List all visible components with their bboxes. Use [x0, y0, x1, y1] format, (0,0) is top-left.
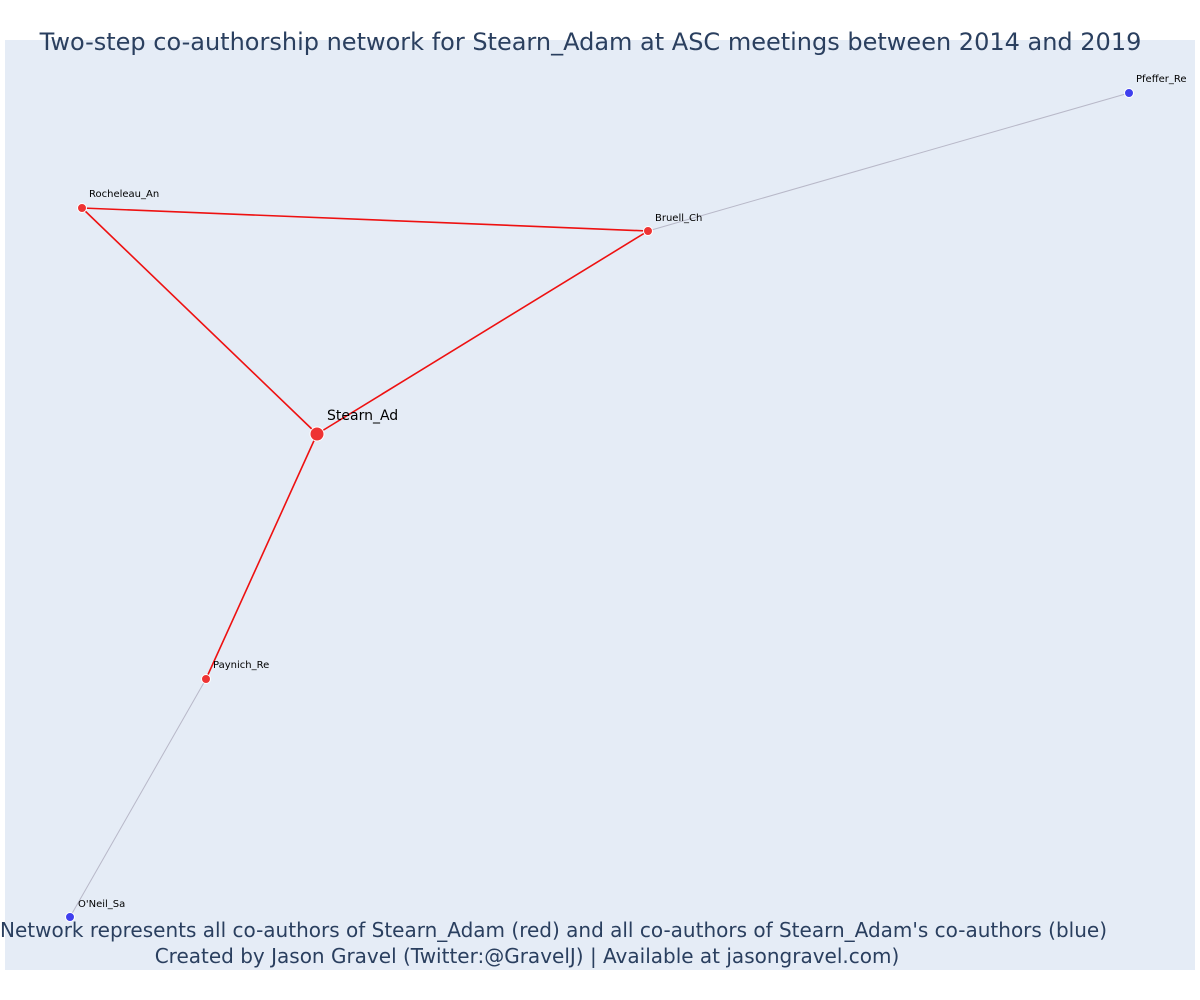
edge-bruell-ch-pfeffer-re [647, 92, 1130, 232]
node-o-neil-sa[interactable] [65, 912, 75, 922]
caption-line-1: Network represents all co-authors of Ste… [0, 918, 1108, 942]
node-pfeffer-re[interactable] [1124, 88, 1134, 98]
caption-line-2: Created by Jason Gravel (Twitter:@Gravel… [154, 944, 900, 968]
node-label-bruell-ch: Bruell_Ch [655, 213, 702, 224]
edge-stearn-ad-paynich-re [205, 433, 318, 680]
edges-layer [69, 92, 1130, 918]
node-rocheleau-an[interactable] [77, 203, 87, 213]
node-bruell-ch[interactable] [643, 226, 653, 236]
edge-stearn-ad-rocheleau-an [81, 207, 318, 435]
node-label-pfeffer-re: Pfeffer_Re [1136, 74, 1187, 85]
edge-rocheleau-an-bruell-ch [81, 207, 649, 232]
node-label-stearn-ad: Stearn_Ad [327, 408, 398, 424]
node-paynich-re[interactable] [201, 674, 211, 684]
nodes-layer [65, 88, 1134, 922]
edge-paynich-re-o-neil-sa [69, 678, 207, 918]
chart-title: Two-step co-authorship network for Stear… [39, 28, 1142, 56]
node-stearn-ad[interactable] [309, 426, 325, 442]
node-label-o-neil-sa: O'Neil_Sa [78, 899, 125, 910]
labels-layer: Stearn_Ad Rocheleau_An Bruell_Ch Paynich_Re… [78, 74, 1187, 910]
plot-background [5, 40, 1195, 970]
node-label-paynich-re: Paynich_Re [213, 660, 269, 671]
node-label-rocheleau-an: Rocheleau_An [89, 189, 159, 200]
edge-stearn-ad-bruell-ch [316, 230, 649, 435]
